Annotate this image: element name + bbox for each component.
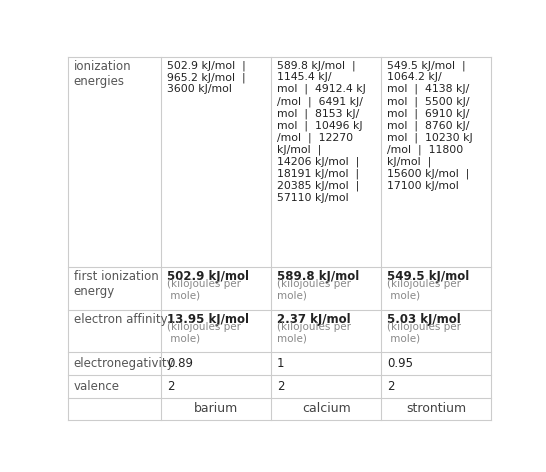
Text: (kilojoules per
 mole): (kilojoules per mole) <box>167 279 241 301</box>
Text: 2: 2 <box>167 380 174 393</box>
Text: strontium: strontium <box>406 402 466 415</box>
Text: 549.5 kJ/mol: 549.5 kJ/mol <box>387 270 469 283</box>
Text: 2: 2 <box>387 380 394 393</box>
Text: (kilojoules per
 mole): (kilojoules per mole) <box>387 322 461 344</box>
Text: ionization
energies: ionization energies <box>74 60 132 88</box>
Text: (kilojoules per
mole): (kilojoules per mole) <box>277 322 351 344</box>
Text: 1: 1 <box>277 357 284 370</box>
Text: 589.8 kJ/mol: 589.8 kJ/mol <box>277 270 359 283</box>
Text: (kilojoules per
 mole): (kilojoules per mole) <box>387 279 461 301</box>
Text: first ionization
energy: first ionization energy <box>74 270 158 298</box>
Text: (kilojoules per
mole): (kilojoules per mole) <box>277 279 351 301</box>
Text: 502.9 kJ/mol  |
965.2 kJ/mol  |
3600 kJ/mol: 502.9 kJ/mol | 965.2 kJ/mol | 3600 kJ/mo… <box>167 60 246 94</box>
Text: valence: valence <box>74 380 120 393</box>
Text: 13.95 kJ/mol: 13.95 kJ/mol <box>167 313 249 326</box>
Text: electron affinity: electron affinity <box>74 313 168 326</box>
Text: 2: 2 <box>277 380 284 393</box>
Text: barium: barium <box>194 402 239 415</box>
Text: 502.9 kJ/mol: 502.9 kJ/mol <box>167 270 249 283</box>
Text: (kilojoules per
 mole): (kilojoules per mole) <box>167 322 241 344</box>
Text: 549.5 kJ/mol  |
1064.2 kJ/
mol  |  4138 kJ/
mol  |  5500 kJ/
mol  |  6910 kJ/
mo: 549.5 kJ/mol | 1064.2 kJ/ mol | 4138 kJ/… <box>387 60 473 191</box>
Text: 0.89: 0.89 <box>167 357 193 370</box>
Text: calcium: calcium <box>302 402 351 415</box>
Text: 5.03 kJ/mol: 5.03 kJ/mol <box>387 313 461 326</box>
Text: electronegativity: electronegativity <box>74 357 174 370</box>
Text: 0.95: 0.95 <box>387 357 413 370</box>
Text: 2.37 kJ/mol: 2.37 kJ/mol <box>277 313 351 326</box>
Text: 589.8 kJ/mol  |
1145.4 kJ/
mol  |  4912.4 kJ
/mol  |  6491 kJ/
mol  |  8153 kJ/
: 589.8 kJ/mol | 1145.4 kJ/ mol | 4912.4 k… <box>277 60 366 203</box>
